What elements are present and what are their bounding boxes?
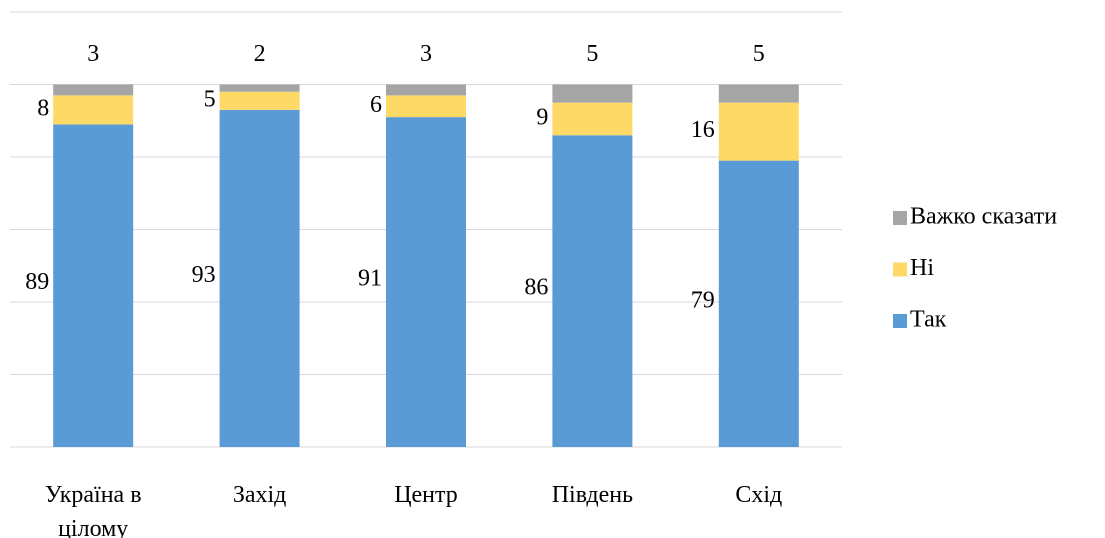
bar-segment	[53, 95, 134, 125]
x-tick-label: Південь	[551, 482, 634, 508]
legend-label: Важко сказати	[910, 204, 1057, 230]
data-label: 9	[536, 104, 548, 130]
data-label: 8	[37, 95, 49, 121]
bar-segment	[53, 124, 134, 447]
bar-segment	[718, 102, 799, 161]
data-label: 5	[586, 41, 598, 67]
data-label: 5	[204, 86, 216, 112]
legend-label: Ні	[910, 255, 934, 281]
legend-label: Так	[910, 307, 947, 333]
bar-segment	[386, 95, 466, 118]
data-label: 3	[87, 41, 99, 67]
bar-segment	[718, 160, 799, 447]
bar-segment	[219, 91, 300, 110]
bar-segment	[219, 109, 300, 447]
bar-segment	[718, 84, 799, 103]
x-tick-label: Схід	[735, 482, 783, 508]
bar-segment	[386, 117, 466, 447]
data-label: 3	[420, 41, 432, 67]
data-label: 5	[753, 41, 765, 67]
data-label: 93	[192, 262, 216, 288]
bar-segment	[552, 84, 633, 103]
data-label: 2	[254, 41, 266, 67]
x-tick-label: Україна в цілому	[44, 482, 142, 538]
legend-swatch	[893, 211, 907, 225]
bar-segment	[386, 84, 466, 96]
data-label: 89	[25, 269, 49, 295]
x-tick-label: Захід	[232, 482, 287, 508]
x-tick-label: Центр	[394, 482, 458, 508]
bar-segment	[53, 84, 134, 96]
data-label: 6	[370, 92, 382, 118]
data-label: 91	[358, 266, 382, 292]
legend-swatch	[893, 314, 907, 328]
data-label: 79	[691, 287, 715, 313]
legend-swatch	[893, 262, 907, 277]
bar-segment	[219, 84, 300, 92]
data-label: 86	[524, 275, 548, 301]
bar-segment	[552, 102, 633, 136]
data-label: 16	[691, 117, 715, 143]
bar-segment	[552, 135, 633, 447]
